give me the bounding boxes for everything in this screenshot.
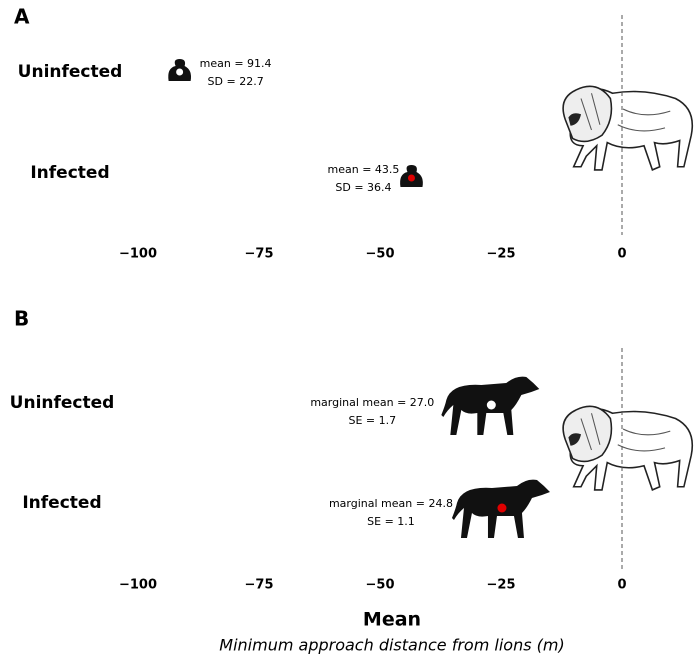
x-tick-label: −50 [366,578,395,593]
lion-icon [562,405,694,491]
annotation: SD = 36.4 [335,181,391,194]
annotation: SD = 22.7 [208,75,264,88]
x-tick-label: 0 [617,578,626,593]
category-label: Uninfected [10,393,115,413]
category-label: Uninfected [18,62,123,82]
annotation: mean = 91.4 [200,57,272,70]
point [407,174,415,182]
point [486,400,496,410]
footer-title: Mean [363,609,421,631]
panel-label: B [14,307,29,331]
category-label: Infected [30,163,109,183]
x-tick-label: −75 [245,247,274,262]
x-axis-label: Minimum approach distance from lions (m) [219,636,564,655]
annotation: mean = 43.5 [328,163,400,176]
x-tick-label: −25 [487,247,516,262]
x-tick-label: −100 [119,247,157,262]
annotation: marginal mean = 27.0 [310,396,434,409]
point [176,68,184,76]
annotation: marginal mean = 24.8 [329,497,453,510]
lion-icon [562,85,694,171]
x-tick-label: −25 [487,578,516,593]
x-tick-label: −50 [366,247,395,262]
x-tick-label: −75 [245,578,274,593]
panel-label: A [14,5,30,29]
annotation: SE = 1.7 [348,414,396,427]
x-tick-label: −100 [119,578,157,593]
annotation: SE = 1.1 [367,515,415,528]
point [497,503,507,513]
x-tick-label: 0 [617,247,626,262]
category-label: Infected [22,493,101,513]
